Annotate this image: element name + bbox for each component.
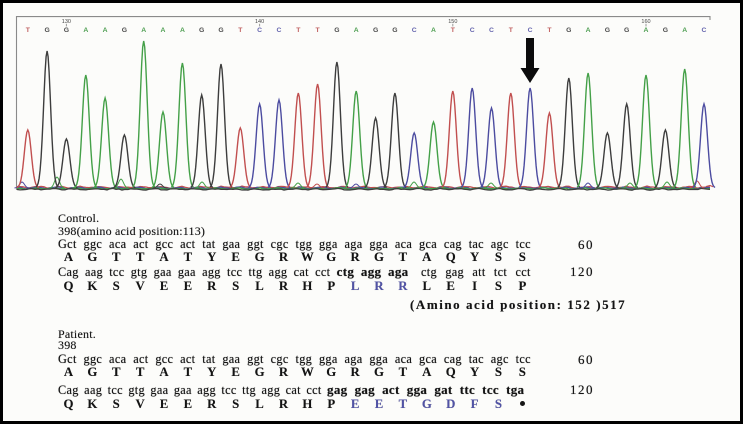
svg-text:G: G: [663, 27, 668, 34]
svg-text:G: G: [392, 27, 397, 34]
svg-text:C: C: [257, 27, 262, 34]
svg-text:140: 140: [255, 19, 264, 25]
svg-text:160: 160: [641, 19, 650, 25]
svg-text:G: G: [64, 27, 69, 34]
svg-text:150: 150: [448, 19, 457, 25]
svg-text:T: T: [238, 27, 243, 34]
svg-text:G: G: [44, 27, 49, 34]
svg-text:C: C: [489, 27, 494, 34]
svg-text:G: G: [373, 27, 378, 34]
svg-text:A: A: [682, 27, 687, 34]
svg-text:C: C: [277, 27, 282, 34]
svg-text:C: C: [528, 27, 533, 34]
svg-text:T: T: [451, 27, 456, 34]
svg-text:T: T: [509, 27, 514, 34]
svg-text:G: G: [566, 27, 571, 34]
svg-text:T: T: [26, 27, 31, 34]
svg-text:T: T: [296, 27, 301, 34]
svg-text:A: A: [180, 27, 185, 34]
svg-text:G: G: [334, 27, 339, 34]
svg-text:G: G: [199, 27, 204, 34]
svg-text:G: G: [624, 27, 629, 34]
svg-text:A: A: [431, 27, 436, 34]
svg-text:A: A: [354, 27, 359, 34]
svg-text:T: T: [547, 27, 552, 34]
svg-text:130: 130: [62, 19, 71, 25]
svg-text:G: G: [218, 27, 223, 34]
svg-text:C: C: [702, 27, 707, 34]
svg-text:G: G: [122, 27, 127, 34]
svg-text:A: A: [103, 27, 108, 34]
svg-text:A: A: [586, 27, 591, 34]
svg-text:C: C: [412, 27, 417, 34]
svg-text:G: G: [605, 27, 610, 34]
svg-text:A: A: [83, 27, 88, 34]
svg-text:T: T: [316, 27, 321, 34]
svg-text:A: A: [161, 27, 166, 34]
svg-text:C: C: [470, 27, 475, 34]
svg-text:A: A: [644, 27, 649, 34]
svg-text:A: A: [141, 27, 146, 34]
